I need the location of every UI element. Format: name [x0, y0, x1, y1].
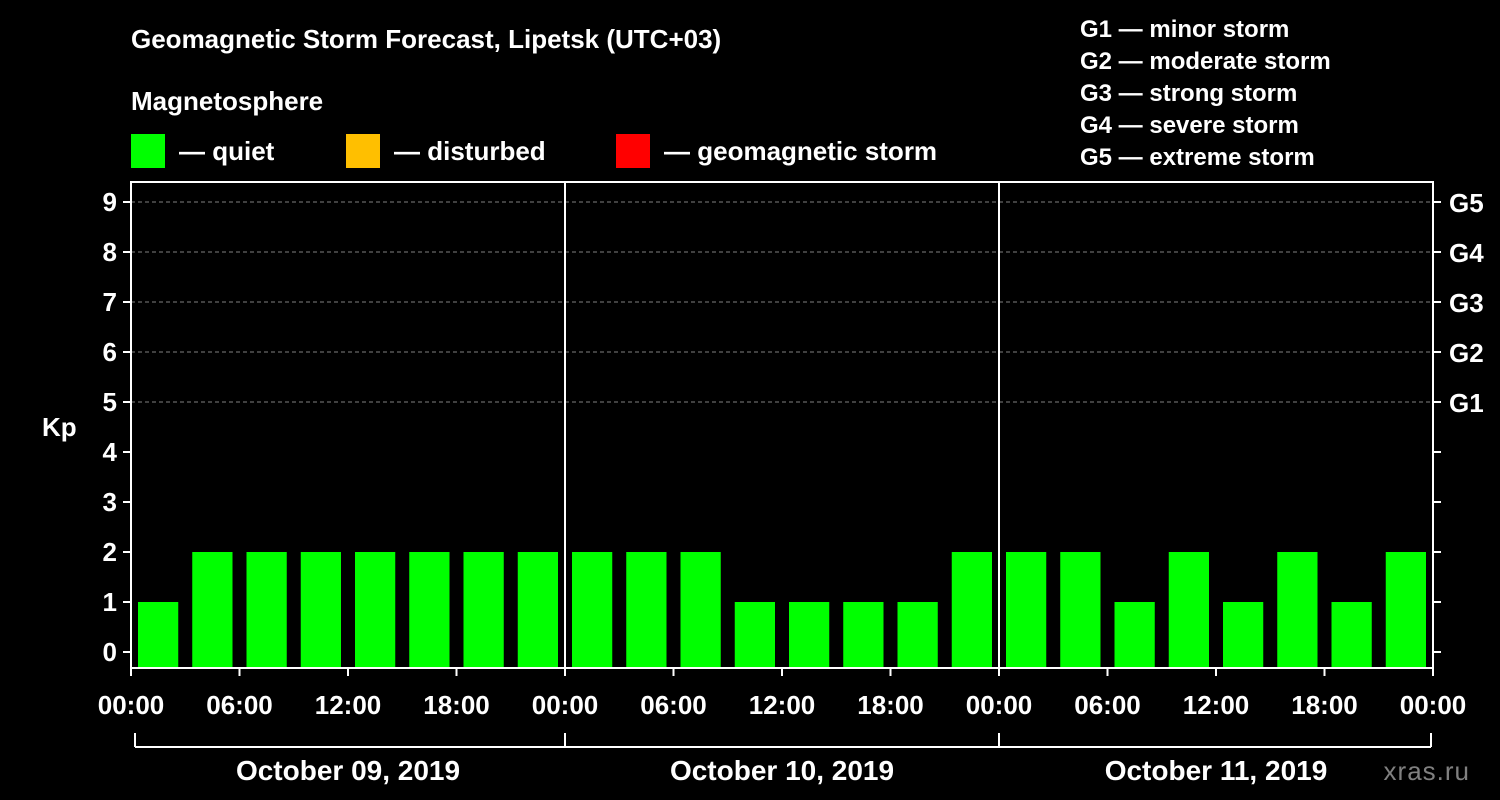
kp-bar [1223, 602, 1264, 668]
x-tick-label: 06:00 [640, 690, 707, 720]
kp-bar [463, 552, 504, 668]
g-level-label: G3 [1449, 288, 1484, 318]
kp-bar [897, 602, 938, 668]
kp-bar [409, 552, 450, 668]
y-axis-label: Kp [42, 412, 77, 442]
legend-item-disturbed: — disturbed [346, 134, 546, 168]
kp-bar [1060, 552, 1101, 668]
kp-bar [1114, 602, 1155, 668]
g-scale-g5: G5 — extreme storm [1080, 144, 1315, 171]
kp-bar [246, 552, 287, 668]
watermark: xras.ru [1383, 756, 1470, 786]
y-tick-label: 3 [103, 487, 117, 517]
kp-bar [1385, 552, 1426, 668]
x-tick-label: 12:00 [749, 690, 816, 720]
g-scale-g2: G2 — moderate storm [1080, 48, 1331, 75]
y-tick-label: 5 [103, 387, 117, 417]
kp-bar [626, 552, 667, 668]
g-level-label: G2 [1449, 338, 1484, 368]
x-tick-label: 12:00 [315, 690, 382, 720]
g-scale-g1: G1 — minor storm [1080, 16, 1290, 43]
legend-swatch-disturbed [346, 134, 380, 168]
y-tick-label: 1 [103, 587, 117, 617]
y-tick-label: 8 [103, 237, 117, 267]
legend-label-quiet: — quiet [179, 135, 275, 166]
x-tick-label: 00:00 [966, 690, 1033, 720]
kp-bar [192, 552, 233, 668]
day-label: October 10, 2019 [670, 755, 894, 786]
y-tick-label: 2 [103, 537, 117, 567]
kp-bar [789, 602, 830, 668]
day-label: October 09, 2019 [236, 755, 460, 786]
x-tick-label: 00:00 [1400, 690, 1467, 720]
x-tick-label: 00:00 [532, 690, 599, 720]
g-scale-g3: G3 — strong storm [1080, 80, 1298, 107]
legend-swatch-storm [616, 134, 650, 168]
kp-bar [1331, 602, 1372, 668]
day-label: October 11, 2019 [1105, 755, 1328, 786]
chart-title: Geomagnetic Storm Forecast, Lipetsk (UTC… [131, 24, 722, 54]
x-tick-label: 18:00 [857, 690, 924, 720]
legend-swatch-quiet [131, 134, 165, 168]
legend-label-disturbed: — disturbed [394, 135, 546, 166]
kp-bar [680, 552, 721, 668]
kp-bar [138, 602, 179, 668]
y-tick-label: 7 [103, 287, 117, 317]
legend-label-storm: — geomagnetic storm [664, 135, 938, 166]
x-tick-label: 00:00 [98, 690, 165, 720]
g-scale-g4: G4 — severe storm [1080, 112, 1299, 139]
x-tick-label: 06:00 [206, 690, 273, 720]
g-level-label: G5 [1449, 188, 1484, 218]
x-tick-label: 18:00 [423, 690, 490, 720]
kp-bar [355, 552, 396, 668]
kp-bar [517, 552, 558, 668]
y-tick-label: 6 [103, 337, 117, 367]
kp-bar [734, 602, 775, 668]
kp-bar [843, 602, 884, 668]
legend-item-storm: — geomagnetic storm [616, 134, 937, 168]
kp-bar [951, 552, 992, 668]
x-tick-label: 06:00 [1074, 690, 1141, 720]
x-tick-label: 18:00 [1291, 690, 1358, 720]
g-level-label: G4 [1449, 238, 1484, 268]
y-tick-label: 9 [103, 187, 117, 217]
legend-item-quiet: — quiet [131, 134, 274, 168]
y-tick-label: 4 [103, 437, 118, 467]
section-label: Magnetosphere [131, 86, 324, 116]
kp-bar [1277, 552, 1318, 668]
x-tick-label: 12:00 [1183, 690, 1250, 720]
kp-bar [572, 552, 613, 668]
y-tick-label: 0 [103, 637, 117, 667]
kp-bar [1168, 552, 1209, 668]
kp-bar [1006, 552, 1047, 668]
g-level-label: G1 [1449, 388, 1484, 418]
kp-bar [300, 552, 341, 668]
